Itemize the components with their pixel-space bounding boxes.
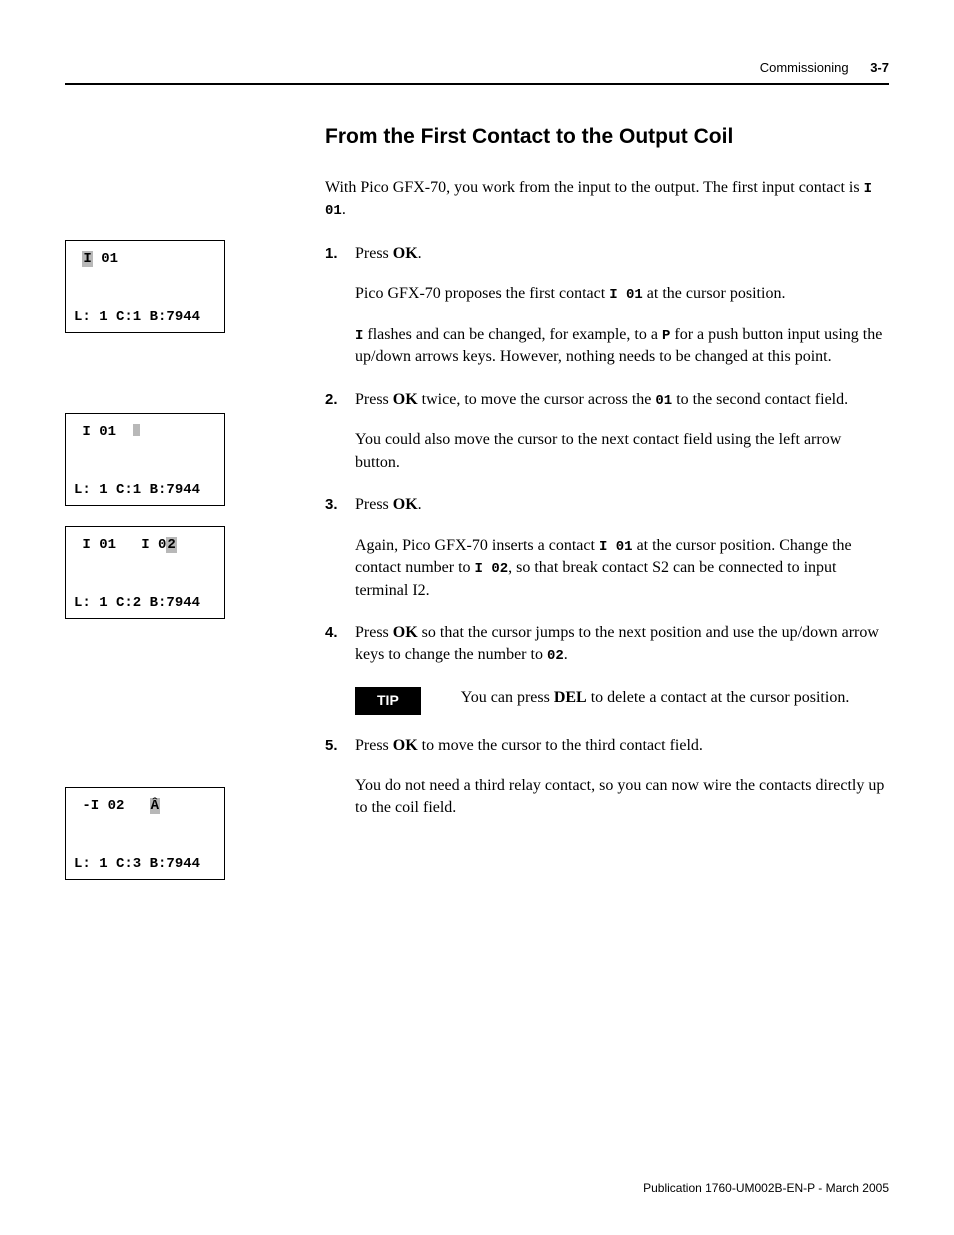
content-area: I 01 L: 1 C:1 B:7944 I 01 L: 1 C:1 B:794… [65, 125, 889, 900]
t: Press [355, 245, 393, 262]
t: to delete a contact at the cursor positi… [587, 689, 850, 706]
lcd-bottom: L: 1 C:2 B:7944 [74, 593, 216, 614]
page-number: 3-7 [870, 60, 889, 75]
step-2: Press OK twice, to move the cursor acros… [325, 389, 889, 474]
step-lead: Press OK. [355, 245, 422, 262]
lcd-top: I 01 I 02 [74, 535, 216, 593]
lcd-bottom: L: 1 C:1 B:7944 [74, 307, 216, 328]
t: 01 [655, 393, 672, 409]
lcd-top: -I 02 Â [74, 796, 216, 854]
t: to the second contact field. [672, 391, 848, 408]
lcd-bottom: L: 1 C:1 B:7944 [74, 480, 216, 501]
footer-publication: Publication 1760-UM002B-EN-P - March 200… [643, 1181, 889, 1195]
t: Press [355, 624, 393, 641]
tip-callout: TIP You can press DEL to delete a contac… [355, 687, 889, 715]
t: OK [393, 245, 418, 262]
t: . [418, 245, 422, 262]
chapter-name: Commissioning [760, 60, 849, 75]
step-para: Again, Pico GFX-70 inserts a contact I 0… [355, 535, 889, 603]
steps-list: Press OK. Pico GFX-70 proposes the first… [325, 243, 889, 820]
side-column: I 01 L: 1 C:1 B:7944 I 01 L: 1 C:1 B:794… [65, 125, 325, 900]
step-lead: Press OK so that the cursor jumps to the… [355, 624, 879, 663]
lcd-display-4: -I 02 Â L: 1 C:3 B:7944 [65, 787, 225, 880]
step-para: You do not need a third relay contact, s… [355, 775, 889, 820]
intro-text-pre: With Pico GFX-70, you work from the inpu… [325, 179, 864, 196]
intro-paragraph: With Pico GFX-70, you work from the inpu… [325, 177, 889, 221]
t: I 01 [609, 287, 643, 303]
t: You can press [461, 689, 554, 706]
step-5: Press OK to move the cursor to the third… [325, 735, 889, 820]
main-column: From the First Contact to the Output Coi… [325, 125, 889, 840]
lcd-top: I 01 [74, 249, 216, 307]
t: at the cursor position. [643, 285, 786, 302]
t: I 02 [475, 561, 509, 577]
step-lead: Press OK twice, to move the cursor acros… [355, 391, 848, 408]
t: flashes and can be changed, for example,… [363, 326, 662, 343]
t: I 01 [599, 539, 633, 555]
step-4: Press OK so that the cursor jumps to the… [325, 622, 889, 715]
header-rule [65, 83, 889, 85]
t: to move the cursor to the third contact … [418, 737, 703, 754]
lcd-display-3: I 01 I 02 L: 1 C:2 B:7944 [65, 526, 225, 619]
lcd-bottom: L: 1 C:3 B:7944 [74, 854, 216, 875]
t: Pico GFX-70 proposes the first contact [355, 285, 609, 302]
t: OK [393, 496, 418, 513]
t: 02 [547, 648, 564, 664]
t: DEL [554, 689, 587, 706]
lcd-display-2: I 01 L: 1 C:1 B:7944 [65, 413, 225, 506]
t: . [564, 646, 568, 663]
t: OK [393, 624, 418, 641]
step-lead: Press OK to move the cursor to the third… [355, 737, 703, 754]
running-header: Commissioning 3-7 [65, 60, 889, 75]
t: OK [393, 391, 418, 408]
lcd-top: I 01 [74, 422, 216, 480]
t: Again, Pico GFX-70 inserts a contact [355, 537, 599, 554]
tip-text: You can press DEL to delete a contact at… [461, 687, 850, 709]
t: so that the cursor jumps to the next pos… [355, 624, 879, 663]
step-para: You could also move the cursor to the ne… [355, 429, 889, 474]
lcd-display-1: I 01 L: 1 C:1 B:7944 [65, 240, 225, 333]
tip-badge: TIP [355, 687, 421, 715]
step-lead: Press OK. [355, 496, 422, 513]
page: Commissioning 3-7 I 01 L: 1 C:1 B:7944 I… [0, 0, 954, 1235]
intro-text-post: . [342, 201, 346, 218]
t: twice, to move the cursor across the [418, 391, 656, 408]
step-1: Press OK. Pico GFX-70 proposes the first… [325, 243, 889, 369]
t: . [418, 496, 422, 513]
t: Press [355, 496, 393, 513]
section-title: From the First Contact to the Output Coi… [325, 125, 889, 149]
step-3: Press OK. Again, Pico GFX-70 inserts a c… [325, 494, 889, 602]
t: Press [355, 737, 393, 754]
step-para: I flashes and can be changed, for exampl… [355, 324, 889, 369]
step-para: Pico GFX-70 proposes the first contact I… [355, 283, 889, 306]
t: Press [355, 391, 393, 408]
t: OK [393, 737, 418, 754]
